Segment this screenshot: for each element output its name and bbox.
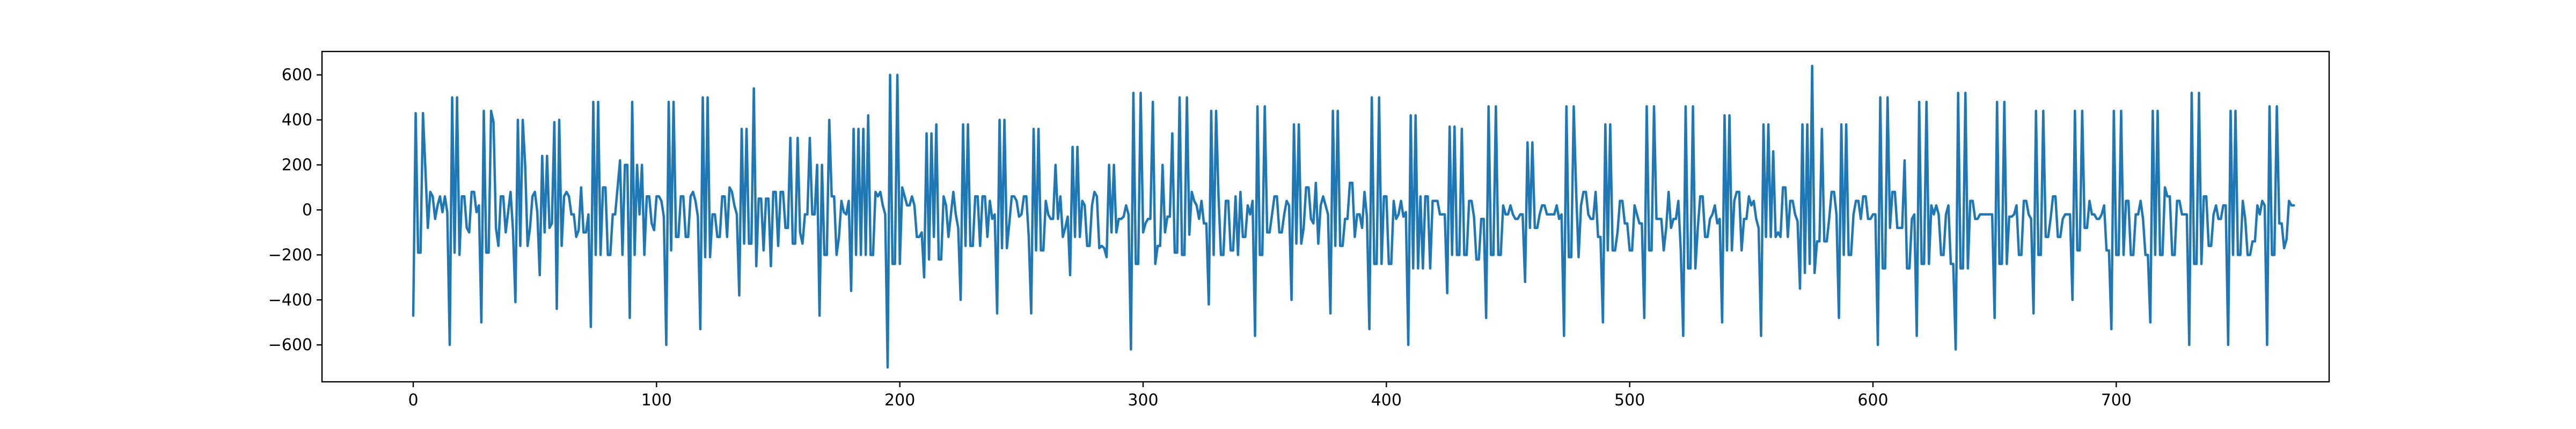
x-tick-label: 700 <box>2101 391 2132 410</box>
y-tick-label: −400 <box>268 291 312 309</box>
y-tick-label: −600 <box>268 336 312 354</box>
plot-area <box>412 64 2295 369</box>
axes-frame <box>321 50 2330 383</box>
x-tick-label: 200 <box>884 391 915 410</box>
axis-ticks: 0 100 200 300 400 500 600 700 −600 −400 −200 0 200 40… <box>268 66 2132 410</box>
x-tick-label: 600 <box>1857 391 1888 410</box>
x-tick-label: 100 <box>641 391 672 410</box>
x-tick-label: 300 <box>1128 391 1158 410</box>
y-tick-label: 600 <box>282 66 312 85</box>
x-tick-label: 0 <box>408 391 418 410</box>
y-tick-label: −200 <box>268 246 312 264</box>
x-tick-label: 400 <box>1371 391 1402 410</box>
y-tick-label: 0 <box>302 201 312 219</box>
y-tick-label: 400 <box>282 111 312 130</box>
x-tick-label: 500 <box>1614 391 1645 410</box>
y-tick-label: 200 <box>282 156 312 174</box>
series-line-0 <box>412 64 2295 369</box>
